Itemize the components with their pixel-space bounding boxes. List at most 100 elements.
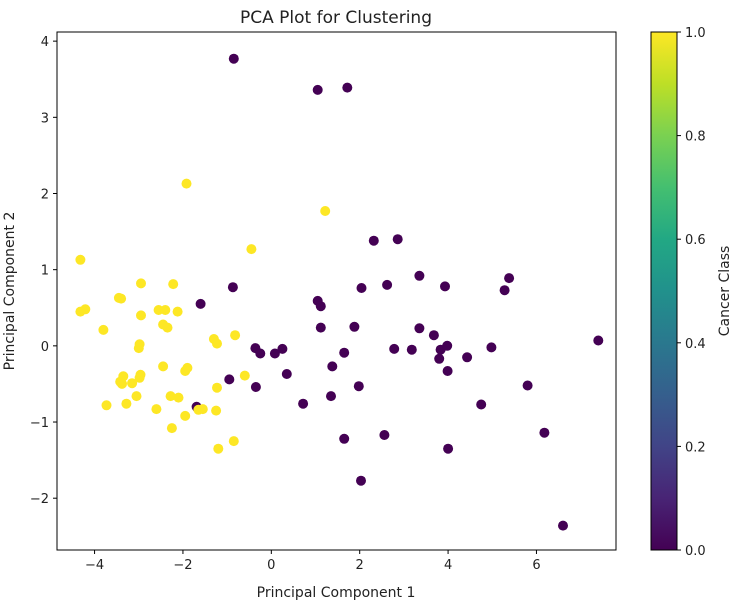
scatter-point	[315, 322, 326, 333]
scatter-point	[476, 399, 487, 410]
scatter-point	[298, 398, 309, 409]
scatter-point	[151, 404, 162, 415]
scatter-point	[356, 283, 367, 293]
scatter-point	[172, 306, 183, 317]
scatter-point	[133, 343, 144, 354]
colorbar-tick-label: 0.6	[685, 233, 706, 248]
scatter-point	[339, 347, 350, 358]
scatter-point	[462, 352, 473, 363]
scatter-point	[116, 293, 127, 304]
scatter-point	[353, 381, 364, 392]
scatter-point	[392, 234, 403, 245]
colorbar-tick-label: 0.4	[685, 337, 706, 352]
colorbar	[650, 31, 678, 551]
y-axis-ticks: −2 −1 0 1 2 3 4	[30, 35, 57, 507]
y-tick-label: 2	[41, 187, 49, 202]
scatter-point	[158, 361, 169, 372]
scatter-point	[486, 342, 497, 353]
y-tick-label: 4	[41, 35, 49, 50]
scatter-point	[230, 330, 241, 341]
scatter-point	[269, 348, 280, 359]
scatter-point	[414, 323, 425, 334]
scatter-point	[312, 84, 323, 95]
scatter-point	[134, 372, 145, 383]
scatter-point	[162, 322, 173, 333]
scatter-point	[442, 366, 453, 376]
scatter-point	[121, 398, 132, 409]
scatter-point	[227, 282, 238, 293]
scatter-point	[443, 443, 454, 454]
scatter-point	[250, 382, 261, 392]
scatter-point	[211, 405, 222, 416]
scatter-point	[197, 404, 208, 415]
plot-frame	[56, 31, 617, 551]
y-tick-label: 1	[41, 264, 49, 279]
scatter-point	[180, 366, 191, 376]
scatter-point	[246, 244, 257, 255]
scatter-point	[558, 520, 568, 531]
scatter-point	[75, 254, 86, 265]
y-axis-label: Principal Component 2	[2, 212, 18, 371]
scatter-point	[160, 305, 171, 315]
scatter-point	[389, 343, 400, 354]
scatter-point	[414, 270, 425, 281]
scatter-point	[327, 361, 338, 372]
colorbar-tick-label: 0.0	[685, 544, 706, 559]
colorbar-tick-label: 0.2	[685, 440, 706, 455]
scatter-point	[342, 82, 353, 93]
scatter-point	[166, 423, 177, 434]
scatter-point	[522, 380, 533, 391]
scatter-point	[326, 391, 336, 402]
scatter-point	[117, 378, 127, 389]
x-tick-label: 6	[532, 558, 540, 573]
scatter-point	[212, 382, 222, 393]
x-tick-label: 4	[444, 558, 452, 573]
y-tick-label: −1	[30, 416, 49, 431]
scatter-point	[75, 306, 86, 317]
scatter-point	[136, 310, 146, 321]
scatter-point	[127, 378, 138, 389]
scatter-point	[277, 343, 288, 354]
scatter-point	[98, 324, 109, 335]
scatter-point	[499, 285, 510, 296]
colorbar-tick-label: 1.0	[685, 26, 706, 41]
scatter-point	[356, 475, 366, 486]
scatter-point	[339, 433, 350, 444]
scatter-point	[224, 374, 235, 385]
scatter-point	[320, 206, 331, 216]
scatter-point	[181, 178, 192, 189]
scatter-point	[281, 369, 292, 379]
scatter-point	[593, 335, 604, 346]
scatter-point	[136, 278, 146, 289]
x-tick-label: 0	[267, 558, 275, 573]
scatter-points	[75, 53, 604, 531]
colorbar-tick-label: 0.8	[685, 130, 706, 145]
scatter-point	[349, 321, 360, 332]
scatter-point	[434, 353, 445, 364]
x-tick-label: 2	[356, 558, 364, 573]
scatter-point	[195, 298, 206, 309]
scatter-point	[228, 53, 239, 64]
x-tick-label: −2	[173, 558, 192, 573]
y-tick-label: 0	[41, 340, 49, 355]
scatter-point	[239, 370, 250, 381]
scatter-point	[442, 340, 453, 351]
x-axis-ticks: −4 −2 0 2 4 6	[85, 550, 541, 573]
scatter-point	[504, 273, 515, 284]
colorbar-label: Cancer Class	[717, 246, 733, 337]
x-axis-label: Principal Component 1	[257, 585, 416, 601]
scatter-point	[228, 436, 239, 447]
scatter-point	[165, 391, 176, 402]
y-tick-label: 3	[41, 111, 49, 126]
scatter-point	[131, 391, 142, 402]
scatter-point	[379, 430, 390, 440]
scatter-point	[255, 348, 266, 359]
scatter-point	[212, 338, 222, 349]
scatter-point	[315, 301, 326, 312]
scatter-point	[428, 330, 439, 341]
scatter-point	[539, 427, 550, 438]
scatter-point	[368, 235, 379, 246]
colorbar-ticks: 0.0 0.2 0.4 0.6 0.8 1.0	[677, 26, 706, 559]
y-tick-label: −2	[30, 492, 49, 507]
